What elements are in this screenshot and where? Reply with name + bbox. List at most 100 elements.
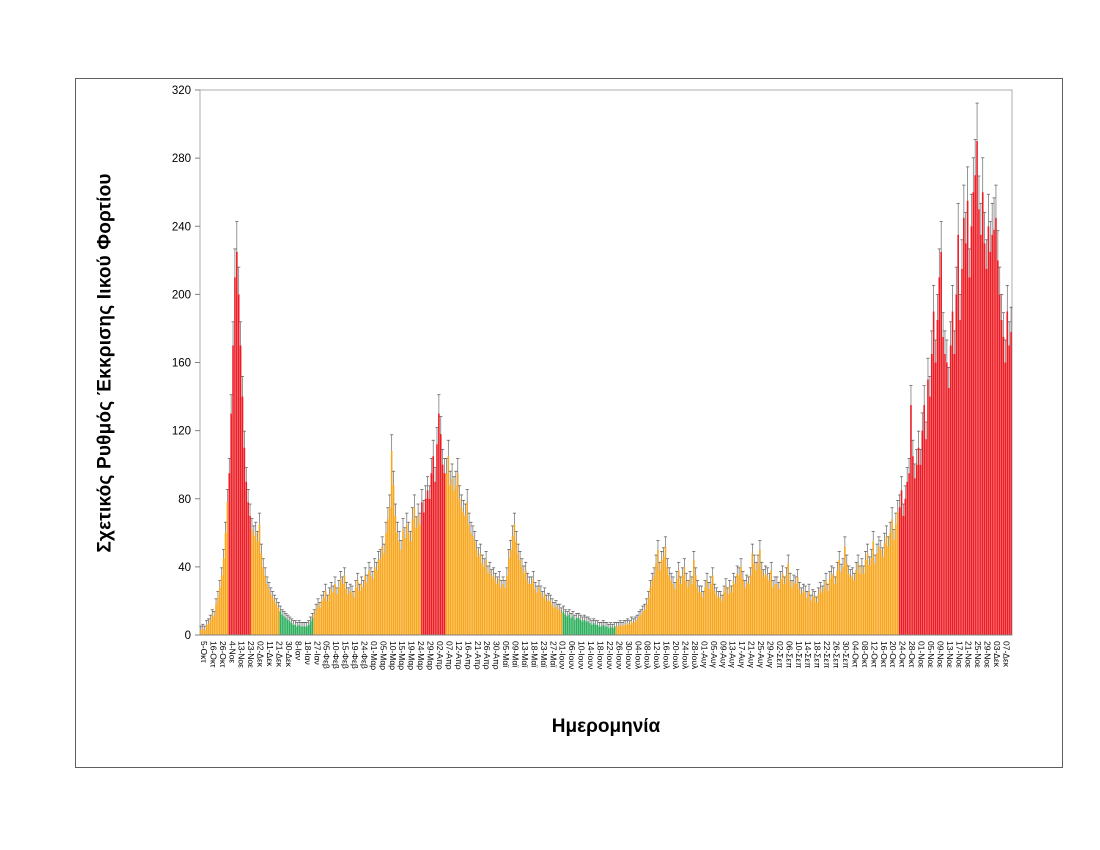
bar	[953, 353, 956, 635]
bar	[617, 626, 620, 635]
bar	[583, 619, 586, 635]
x-tick-label: 01-Μαρ	[369, 641, 379, 670]
bar	[925, 439, 927, 635]
bar	[949, 345, 952, 635]
bar	[239, 345, 242, 635]
x-tick-label: 26-Σεπ	[832, 641, 842, 668]
bar	[634, 621, 637, 636]
bar	[896, 512, 899, 636]
bar	[910, 405, 912, 635]
bar	[551, 604, 553, 635]
bar	[215, 604, 217, 635]
bar	[254, 532, 257, 635]
bar	[570, 617, 572, 635]
bar	[725, 585, 727, 635]
bar	[955, 294, 958, 636]
bar	[385, 532, 387, 635]
bar	[411, 519, 414, 635]
bar	[404, 537, 406, 635]
bar	[864, 560, 867, 635]
x-tick-label: 29-Μαρ	[426, 641, 436, 670]
x-tick-label: 27-Ιαν	[312, 641, 322, 665]
bar	[311, 617, 314, 635]
bar	[602, 624, 604, 635]
x-tick-label: 23-Νοε	[246, 641, 256, 668]
bar	[794, 583, 797, 635]
bar	[713, 590, 716, 635]
bar	[473, 541, 476, 635]
bar	[479, 553, 482, 635]
bar	[292, 624, 295, 635]
bar	[700, 592, 703, 635]
bar	[268, 589, 270, 635]
bar	[659, 570, 661, 635]
bar	[847, 573, 850, 635]
bar	[419, 524, 421, 635]
bar	[608, 628, 610, 635]
bar	[876, 553, 878, 635]
bar	[445, 473, 448, 635]
bar	[219, 587, 221, 635]
bar	[224, 532, 227, 635]
bar	[592, 623, 595, 635]
x-tick-label: 21-Δεκ	[274, 641, 284, 668]
bar	[422, 512, 425, 636]
bar	[676, 578, 678, 635]
bar	[596, 624, 599, 635]
bar	[823, 587, 825, 635]
bar	[362, 587, 365, 635]
bar	[432, 456, 435, 635]
bar	[642, 611, 644, 635]
bar	[589, 623, 591, 635]
bar	[851, 575, 854, 635]
x-tick-label: 01-Αυγ	[699, 641, 709, 669]
bar	[930, 353, 933, 635]
bar	[375, 570, 378, 635]
bar	[502, 583, 504, 635]
x-tick-label: 21-Απρ	[473, 641, 483, 670]
bar	[825, 580, 827, 635]
bar	[887, 546, 890, 635]
bar	[247, 502, 249, 635]
bar	[341, 583, 344, 635]
bar	[881, 556, 884, 635]
bar	[921, 430, 924, 636]
bar	[213, 616, 215, 635]
bar	[934, 362, 937, 635]
bar	[815, 602, 818, 635]
bar	[392, 485, 395, 636]
bar	[511, 536, 514, 635]
bar	[904, 498, 907, 635]
bar	[749, 575, 752, 635]
bar	[1008, 345, 1010, 635]
x-tick-label: 21-Νοε	[964, 641, 974, 668]
bar	[438, 413, 440, 635]
bar	[298, 624, 300, 635]
x-tick-label: 30-Απρ	[492, 641, 502, 670]
bar	[762, 577, 765, 635]
bar	[964, 243, 967, 635]
bar	[660, 560, 663, 635]
bar	[811, 595, 814, 635]
bar	[832, 575, 835, 635]
bar	[919, 464, 922, 635]
bar	[243, 447, 246, 635]
bar	[496, 583, 499, 635]
bar	[594, 624, 597, 635]
bar	[866, 553, 869, 635]
bar	[1002, 336, 1005, 635]
bar	[628, 624, 631, 635]
bar	[719, 597, 722, 635]
bar	[253, 536, 255, 635]
bar	[321, 600, 323, 635]
bar	[394, 515, 397, 635]
bar	[951, 311, 954, 635]
bar	[591, 624, 593, 635]
x-tick-label: 13-Μαϊ	[520, 641, 530, 668]
bar	[849, 577, 852, 635]
x-tick-label: 19-Φεβ	[350, 641, 360, 669]
bar	[674, 589, 676, 635]
bar	[536, 592, 538, 635]
bar	[872, 541, 874, 635]
bar	[768, 580, 771, 635]
